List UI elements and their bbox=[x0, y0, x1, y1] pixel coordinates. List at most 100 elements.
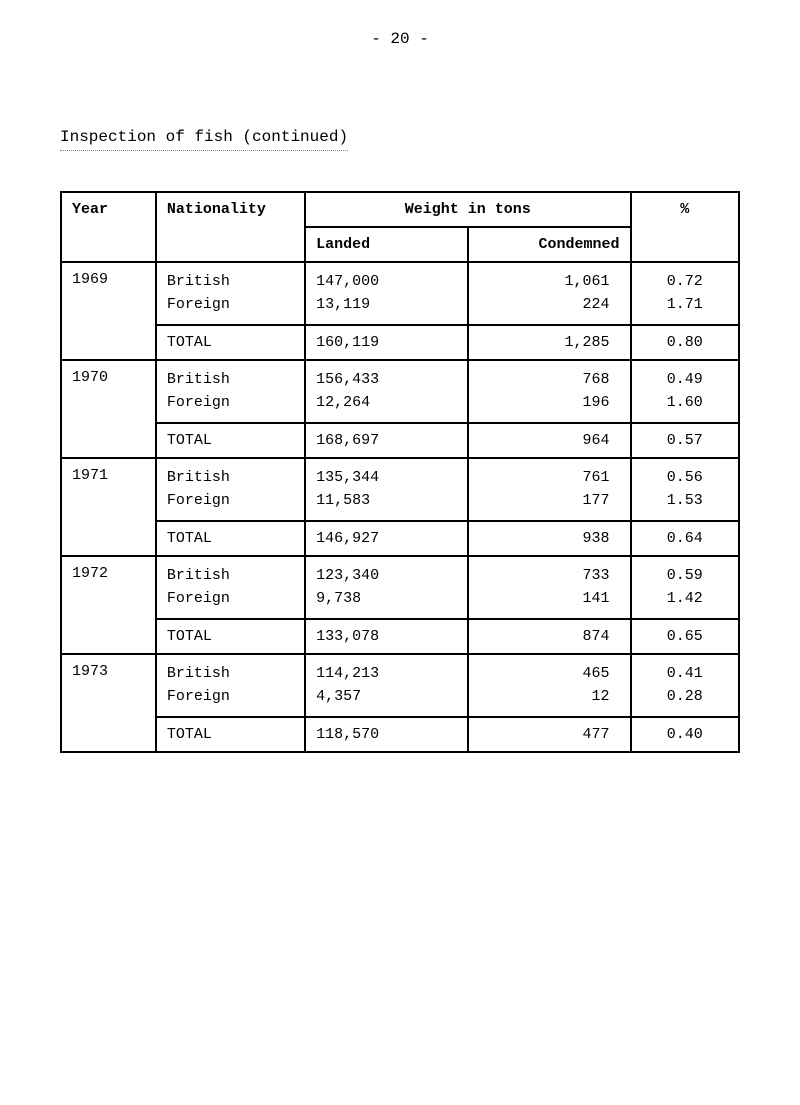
cell-nationality: British Foreign bbox=[156, 262, 305, 325]
total-cond: 964 bbox=[468, 423, 631, 458]
cell-landed: 114,213 4,357 bbox=[305, 654, 468, 717]
total-label: TOTAL bbox=[156, 521, 305, 556]
cell-landed: 156,433 12,264 bbox=[305, 360, 468, 423]
cell-landed: 135,344 11,583 bbox=[305, 458, 468, 521]
cell-year: 1971 bbox=[61, 458, 156, 556]
cell-landed: 123,340 9,738 bbox=[305, 556, 468, 619]
cell-condemned: 761 177 bbox=[468, 458, 631, 521]
table-row-total: TOTAL 160,119 1,285 0.80 bbox=[61, 325, 739, 360]
landed-british: 147,000 bbox=[316, 271, 457, 294]
total-landed: 160,119 bbox=[305, 325, 468, 360]
table-row-total: TOTAL 118,570 477 0.40 bbox=[61, 717, 739, 752]
landed-foreign: 11,583 bbox=[316, 490, 457, 513]
header-year: Year bbox=[61, 192, 156, 262]
table-row: 1972 British Foreign 123,340 9,738 733 1… bbox=[61, 556, 739, 619]
cell-nationality: British Foreign bbox=[156, 360, 305, 423]
pct-british: 0.72 bbox=[642, 271, 729, 294]
pct-british: 0.56 bbox=[642, 467, 729, 490]
nat-foreign: Foreign bbox=[167, 392, 294, 415]
total-pct: 0.65 bbox=[631, 619, 740, 654]
nat-foreign: Foreign bbox=[167, 588, 294, 611]
total-label: TOTAL bbox=[156, 717, 305, 752]
total-pct: 0.40 bbox=[631, 717, 740, 752]
table-row: 1973 British Foreign 114,213 4,357 465 1… bbox=[61, 654, 739, 717]
page-container: - 20 - Inspection of fish (continued) Ye… bbox=[0, 0, 800, 1105]
cell-percent: 0.56 1.53 bbox=[631, 458, 740, 521]
pct-british: 0.59 bbox=[642, 565, 729, 588]
cell-condemned: 768 196 bbox=[468, 360, 631, 423]
cell-percent: 0.41 0.28 bbox=[631, 654, 740, 717]
total-label: TOTAL bbox=[156, 619, 305, 654]
cond-british: 761 bbox=[479, 467, 610, 490]
cond-foreign: 177 bbox=[479, 490, 610, 513]
nat-british: British bbox=[167, 467, 294, 490]
cond-british: 733 bbox=[479, 565, 610, 588]
cond-british: 465 bbox=[479, 663, 610, 686]
pct-foreign: 0.28 bbox=[642, 686, 729, 709]
table-row-total: TOTAL 146,927 938 0.64 bbox=[61, 521, 739, 556]
cell-year: 1973 bbox=[61, 654, 156, 752]
pct-foreign: 1.71 bbox=[642, 294, 729, 317]
total-cond: 477 bbox=[468, 717, 631, 752]
table-row-total: TOTAL 133,078 874 0.65 bbox=[61, 619, 739, 654]
total-landed: 133,078 bbox=[305, 619, 468, 654]
page-number: - 20 - bbox=[60, 30, 740, 48]
pct-british: 0.49 bbox=[642, 369, 729, 392]
document-title: Inspection of fish (continued) bbox=[60, 128, 348, 151]
cell-landed: 147,000 13,119 bbox=[305, 262, 468, 325]
table-row: 1969 British Foreign 147,000 13,119 1,06… bbox=[61, 262, 739, 325]
nat-foreign: Foreign bbox=[167, 294, 294, 317]
total-cond: 874 bbox=[468, 619, 631, 654]
header-landed: Landed bbox=[305, 227, 468, 262]
landed-british: 123,340 bbox=[316, 565, 457, 588]
nat-british: British bbox=[167, 369, 294, 392]
total-landed: 146,927 bbox=[305, 521, 468, 556]
cell-condemned: 1,061 224 bbox=[468, 262, 631, 325]
cond-foreign: 224 bbox=[479, 294, 610, 317]
landed-british: 156,433 bbox=[316, 369, 457, 392]
cell-year: 1969 bbox=[61, 262, 156, 360]
cond-foreign: 141 bbox=[479, 588, 610, 611]
landed-foreign: 9,738 bbox=[316, 588, 457, 611]
cell-percent: 0.72 1.71 bbox=[631, 262, 740, 325]
table-row: 1970 British Foreign 156,433 12,264 768 … bbox=[61, 360, 739, 423]
table-row-total: TOTAL 168,697 964 0.57 bbox=[61, 423, 739, 458]
nat-british: British bbox=[167, 565, 294, 588]
landed-foreign: 12,264 bbox=[316, 392, 457, 415]
total-pct: 0.80 bbox=[631, 325, 740, 360]
total-cond: 938 bbox=[468, 521, 631, 556]
cell-nationality: British Foreign bbox=[156, 556, 305, 619]
landed-british: 114,213 bbox=[316, 663, 457, 686]
cond-british: 1,061 bbox=[479, 271, 610, 294]
cond-foreign: 196 bbox=[479, 392, 610, 415]
total-landed: 118,570 bbox=[305, 717, 468, 752]
table-row: 1971 British Foreign 135,344 11,583 761 … bbox=[61, 458, 739, 521]
pct-foreign: 1.42 bbox=[642, 588, 729, 611]
nat-foreign: Foreign bbox=[167, 490, 294, 513]
total-pct: 0.64 bbox=[631, 521, 740, 556]
total-label: TOTAL bbox=[156, 325, 305, 360]
total-label: TOTAL bbox=[156, 423, 305, 458]
header-nationality: Nationality bbox=[156, 192, 305, 262]
cond-foreign: 12 bbox=[479, 686, 610, 709]
header-weight: Weight in tons bbox=[305, 192, 630, 227]
total-cond: 1,285 bbox=[468, 325, 631, 360]
pct-foreign: 1.60 bbox=[642, 392, 729, 415]
cell-condemned: 733 141 bbox=[468, 556, 631, 619]
header-condemned: Condemned bbox=[468, 227, 631, 262]
pct-british: 0.41 bbox=[642, 663, 729, 686]
total-pct: 0.57 bbox=[631, 423, 740, 458]
nat-british: British bbox=[167, 663, 294, 686]
pct-foreign: 1.53 bbox=[642, 490, 729, 513]
cell-year: 1970 bbox=[61, 360, 156, 458]
nat-british: British bbox=[167, 271, 294, 294]
landed-foreign: 4,357 bbox=[316, 686, 457, 709]
nat-foreign: Foreign bbox=[167, 686, 294, 709]
cell-year: 1972 bbox=[61, 556, 156, 654]
landed-british: 135,344 bbox=[316, 467, 457, 490]
cell-percent: 0.59 1.42 bbox=[631, 556, 740, 619]
fish-inspection-table: Year Nationality Weight in tons % Landed… bbox=[60, 191, 740, 753]
header-percent: % bbox=[631, 192, 740, 262]
cell-condemned: 465 12 bbox=[468, 654, 631, 717]
cell-nationality: British Foreign bbox=[156, 458, 305, 521]
